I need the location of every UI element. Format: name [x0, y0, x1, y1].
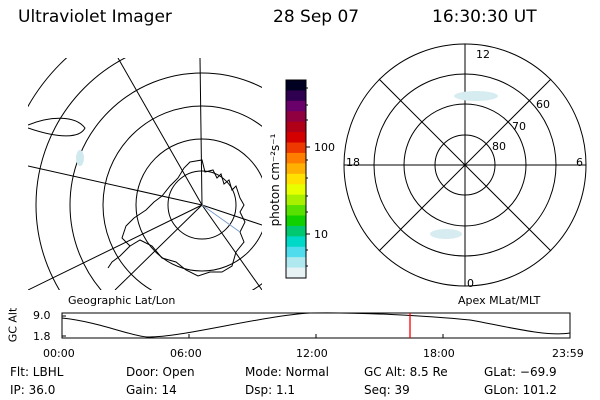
seq-value: Seq: 39	[364, 383, 410, 397]
aurora-blob	[76, 150, 84, 166]
colorbar-band	[286, 236, 306, 248]
colorbar-band	[286, 152, 306, 164]
time-tick-1800: 18:00	[423, 347, 455, 360]
colorbar-band	[286, 132, 306, 144]
colorbar-band	[286, 257, 306, 269]
mlat-label-70: 70	[512, 120, 526, 133]
time-tick-2359: 23:59	[552, 347, 584, 360]
altitude-plot	[61, 312, 571, 339]
colorbar-tick-10: 10	[314, 228, 328, 241]
mlt-label-18: 18	[346, 156, 360, 169]
colorbar-unit-label: photon cm⁻²s⁻¹	[268, 133, 282, 227]
colorbar-band	[286, 142, 306, 154]
dsp-value: Dsp: 1.1	[245, 383, 296, 397]
colorbar-band	[286, 184, 306, 196]
colorbar-band	[286, 111, 306, 123]
mlt-label-6: 6	[576, 156, 583, 169]
glon-value: GLon: 101.2	[484, 383, 557, 397]
instrument-title: Ultraviolet Imager	[18, 7, 172, 27]
mlat-label-60: 60	[536, 98, 550, 111]
colorbar-band	[286, 246, 306, 258]
apex-label: Apex MLat/MLT	[458, 294, 541, 307]
geographic-map	[28, 58, 262, 290]
colorbar-band	[286, 163, 306, 175]
colorbar-band	[286, 80, 306, 92]
colorbar-band	[286, 173, 306, 185]
date-label: 28 Sep 07	[273, 7, 360, 27]
colorbar-band	[286, 225, 306, 237]
mlat-label-80: 80	[492, 140, 506, 153]
geographic-label: Geographic Lat/Lon	[68, 294, 176, 307]
gc-alt-value: GC Alt: 8.5 Re	[364, 365, 448, 379]
aurora-streak	[201, 204, 241, 233]
time-label: 16:30:30 UT	[432, 7, 537, 27]
time-tick-0000: 00:00	[43, 347, 75, 360]
polar-plot	[343, 43, 587, 287]
colorbar-band	[286, 215, 306, 227]
gc-alt-tick-low: 1.8	[33, 330, 51, 343]
polar-aurora-bottom	[430, 229, 462, 239]
colorbar-band	[286, 121, 306, 133]
filter-value: Flt: LBHL	[10, 365, 64, 379]
colorbar-tick-100: 100	[314, 141, 335, 154]
colorbar	[286, 80, 306, 279]
door-value: Door: Open	[126, 365, 195, 379]
mlt-label-12: 12	[476, 48, 490, 61]
colorbar-band	[286, 100, 306, 112]
time-tick-1200: 12:00	[296, 347, 328, 360]
gain-value: Gain: 14	[126, 383, 177, 397]
ip-value: IP: 36.0	[10, 383, 56, 397]
colorbar-band	[286, 267, 306, 279]
colorbar-ticks	[306, 87, 310, 267]
gc-alt-tick-high: 9.0	[33, 309, 51, 322]
mode-value: Mode: Normal	[245, 365, 329, 379]
mlt-label-0: 0	[467, 277, 474, 290]
gc-alt-axis-label: GC Alt	[6, 307, 20, 343]
glat-value: GLat: −69.9	[484, 365, 557, 379]
colorbar-band	[286, 194, 306, 206]
time-tick-0600: 06:00	[170, 347, 202, 360]
colorbar-band	[286, 90, 306, 102]
colorbar-band	[286, 205, 306, 217]
polar-aurora-top	[454, 91, 498, 101]
